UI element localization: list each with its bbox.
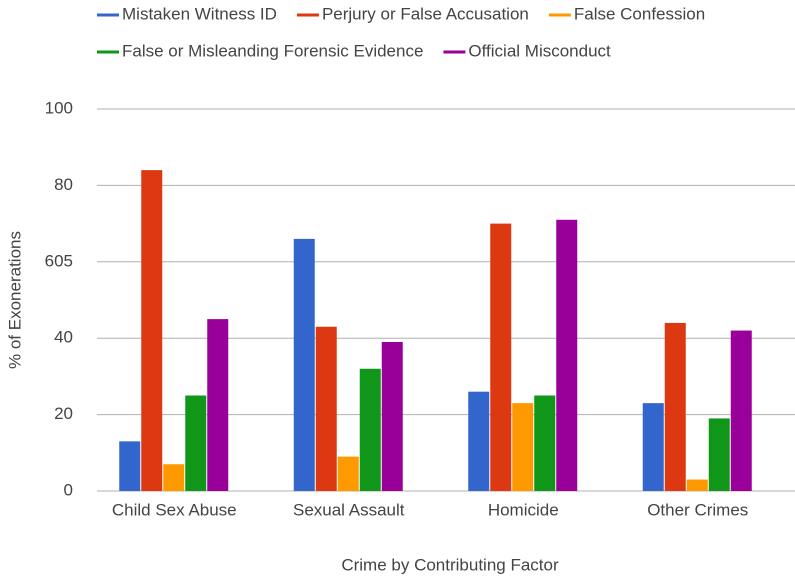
bar: [207, 319, 229, 491]
bar: [359, 368, 381, 491]
legend-label: False or Misleanding Forensic Evidence: [122, 41, 423, 60]
bar: [337, 456, 359, 491]
bar: [534, 395, 556, 491]
bar: [512, 403, 534, 491]
y-tick-label: 40: [54, 328, 73, 347]
bar: [381, 342, 403, 491]
legend-label: Official Misconduct: [468, 41, 611, 60]
x-axis-title: Crime by Contributing Factor: [341, 555, 559, 574]
bar: [642, 403, 664, 491]
x-tick-label: Sexual Assault: [293, 500, 405, 519]
bar: [315, 326, 337, 491]
bar: [730, 330, 752, 491]
bar: [163, 464, 185, 491]
x-tick-label: Homicide: [488, 500, 559, 519]
legend-label: Mistaken Witness ID: [122, 4, 277, 23]
bar: [468, 391, 490, 491]
bar: [185, 395, 207, 491]
bar: [664, 322, 686, 491]
x-tick-label: Other Crimes: [647, 500, 748, 519]
bar: [119, 441, 141, 491]
bar: [556, 219, 578, 491]
bar: [708, 418, 730, 491]
bar: [686, 479, 708, 491]
legend-label: Perjury or False Accusation: [322, 4, 529, 23]
y-tick-label: 20: [54, 404, 73, 423]
y-tick-label: 80: [54, 175, 73, 194]
bar: [293, 238, 315, 491]
x-tick-label: Child Sex Abuse: [112, 500, 237, 519]
y-tick-label: 605: [45, 251, 73, 270]
bar: [141, 170, 163, 491]
bar: [490, 223, 512, 491]
legend-label: False Confession: [574, 4, 705, 23]
y-tick-label: 0: [64, 480, 73, 499]
y-tick-label: 100: [45, 98, 73, 117]
y-axis-title: % of Exonerations: [5, 231, 24, 369]
